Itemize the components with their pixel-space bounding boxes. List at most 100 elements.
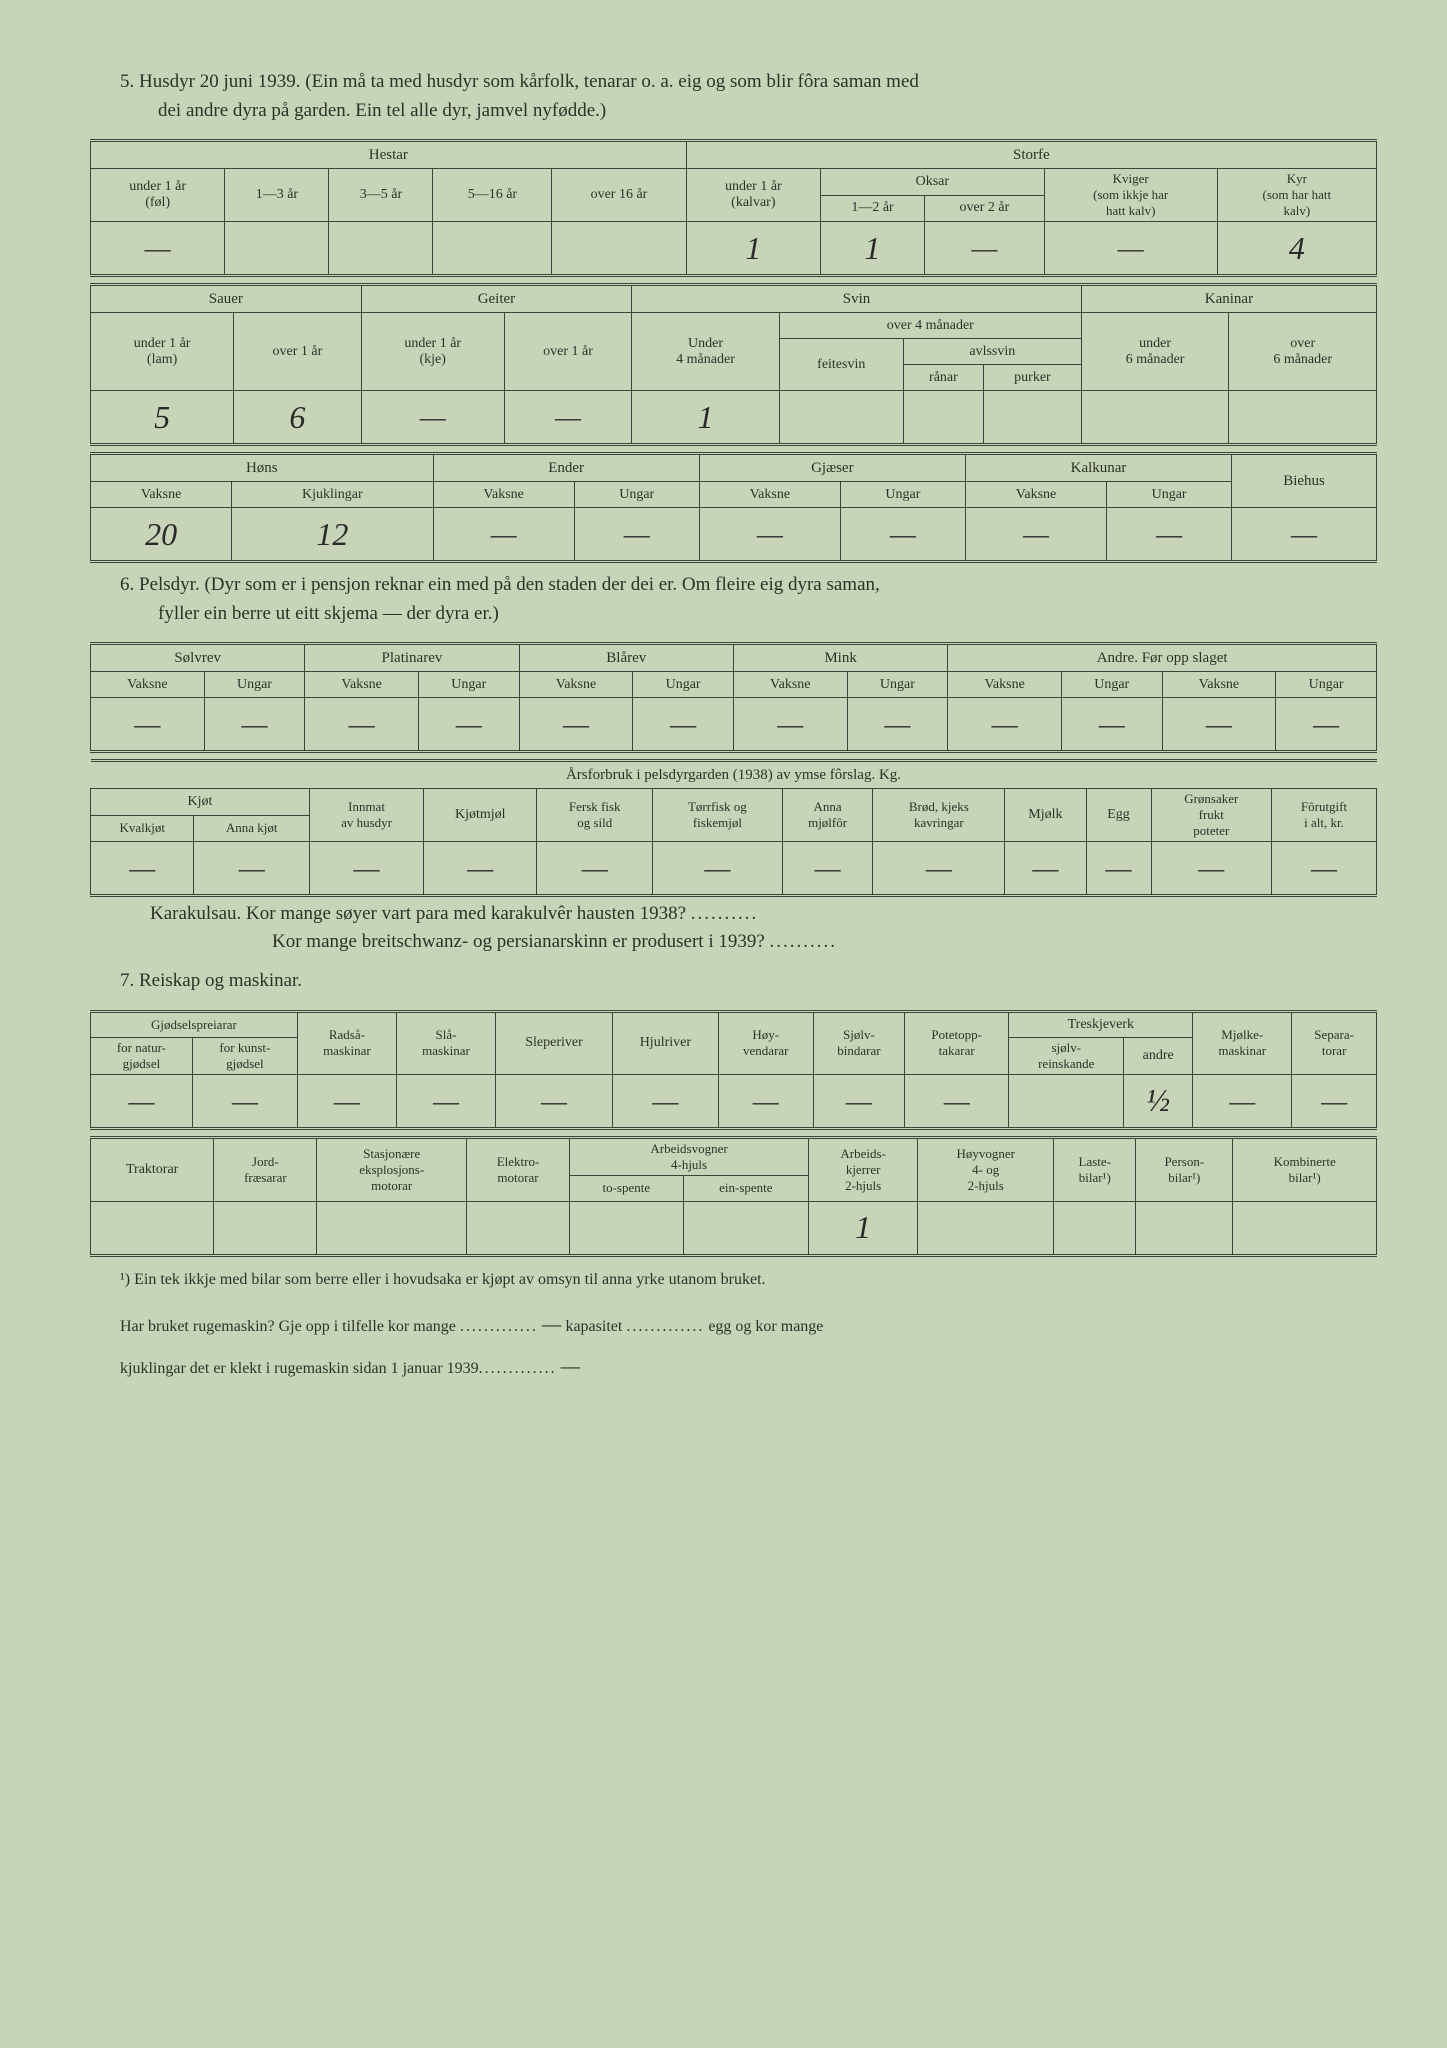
val-t7-4 [570, 1201, 684, 1255]
val-t3-7: — [1107, 508, 1232, 562]
val-t6-12: — [1292, 1074, 1377, 1128]
val-t4-2: — [305, 698, 419, 752]
col-end-u: Ungar [574, 482, 699, 508]
val-t5-6: — [782, 842, 873, 896]
val-t7-2 [317, 1201, 467, 1255]
val-t6-3: — [396, 1074, 495, 1128]
hdr-kjotmjol: Kjøtmjøl [424, 789, 537, 842]
section7-title: 7. Reiskap og maskinar. [120, 970, 302, 991]
c-pl-u: Ungar [418, 672, 519, 698]
val-t4-10: — [1162, 698, 1276, 752]
col-foal: under 1 år (føl) [91, 169, 225, 222]
section6-title-line1: 6. Pelsdyr. (Dyr som er i pensjon reknar… [120, 574, 880, 595]
col-kal-u: Ungar [1107, 482, 1232, 508]
val-t6-10: ½ [1124, 1074, 1193, 1128]
table-machinery-2: Traktorar Jord- fræsarar Stasjonære eksp… [90, 1136, 1377, 1257]
hdr-torr: Tørrfisk og fiskemjøl [653, 789, 783, 842]
col-kyr: Kyr (som har hatt kalv) [1217, 169, 1376, 222]
hdr-potet: Potetopp- takarar [905, 1011, 1009, 1074]
hdr-kvalkjot: Kvalkjøt [91, 815, 194, 842]
val-t6-6: — [718, 1074, 813, 1128]
col-kje: under 1 år (kje) [361, 313, 504, 391]
hdr-sjolv: Sjølv- bindarar [813, 1011, 904, 1074]
val-t3-1: 12 [232, 508, 433, 562]
caption-arsforbruk: Årsforbruk i pelsdyrgarden (1938) av yms… [91, 761, 1377, 789]
val-t6-8: — [905, 1074, 1009, 1128]
hdr-ender: Ender [433, 454, 699, 482]
table-feed-consumption: Årsforbruk i pelsdyrgarden (1938) av yms… [90, 759, 1377, 897]
table-horses-cattle: Hestar Storfe under 1 år (føl) 1—3 år 3—… [90, 139, 1377, 277]
col-ranar: rånar [903, 365, 983, 391]
hdr-mjolk: Mjølk [1005, 789, 1086, 842]
col-h35: 3—5 år [329, 169, 433, 222]
val-t1-7: — [925, 222, 1045, 276]
val-t1-6: 1 [821, 222, 925, 276]
hdr-blarev: Blårev [519, 644, 733, 672]
hdr-person: Person- bilar¹) [1136, 1137, 1233, 1201]
hdr-biehus: Biehus [1232, 454, 1377, 508]
col-kviger: Kviger (som ikkje har hatt kalv) [1044, 169, 1217, 222]
section6-title-line2: fyller ein berre ut eitt skjema — der dy… [120, 600, 1377, 629]
hdr-forut: Fôrutgift i alt, kr. [1272, 789, 1377, 842]
val-t4-5: — [633, 698, 734, 752]
val-t2-2: — [361, 391, 504, 445]
c-sv-u: Ungar [204, 672, 305, 698]
val-t7-3 [466, 1201, 569, 1255]
val-t4-3: — [418, 698, 519, 752]
hdr-kunst: for kunst- gjødsel [192, 1037, 297, 1074]
hdr-stasj: Stasjonære eksplosjons- motorar [317, 1137, 467, 1201]
hdr-solvrev: Sølvrev [91, 644, 305, 672]
hdr-komb: Kombinerte bilar¹) [1233, 1137, 1377, 1201]
section5-title-line2: dei andre dyra på garden. Ein tel alle d… [120, 97, 1377, 126]
table-poultry: Høns Ender Gjæser Kalkunar Biehus Vaksne… [90, 452, 1377, 563]
hdr-gjaser: Gjæser [699, 454, 965, 482]
table-furanimals: Sølvrev Platinarev Blårev Mink Andre. Fø… [90, 642, 1377, 753]
hdr-andre: andre [1124, 1037, 1193, 1074]
val-t4-1: — [204, 698, 305, 752]
val-t4-11: — [1276, 698, 1377, 752]
hdr-hons: Høns [91, 454, 434, 482]
val-t5-1: — [194, 842, 310, 896]
val-t5-0: — [91, 842, 194, 896]
section6-heading: 6. Pelsdyr. (Dyr som er i pensjon reknar… [90, 571, 1377, 628]
hdr-egg: Egg [1086, 789, 1151, 842]
val-t1-3 [433, 222, 552, 276]
val-t1-5: 1 [686, 222, 820, 276]
hdr-elektro: Elektro- motorar [466, 1137, 569, 1201]
val-t5-3: — [424, 842, 537, 896]
col-h516: 5—16 år [433, 169, 552, 222]
val-t2-8 [1081, 391, 1229, 445]
hdr-andre: Andre. Før opp slaget [948, 644, 1377, 672]
val-t4-4: — [519, 698, 633, 752]
hdr-sla: Slå- maskinar [396, 1011, 495, 1074]
val-t6-9 [1009, 1074, 1124, 1128]
val-t7-7 [918, 1201, 1054, 1255]
hdr-arbkj: Arbeids- kjerrer 2-hjuls [809, 1137, 918, 1201]
col-hons-v: Vaksne [91, 482, 232, 508]
hdr-brod: Brød, kjeks kavringar [873, 789, 1005, 842]
section5-title-line1: 5. Husdyr 20 juni 1939. (Ein må ta med h… [120, 71, 919, 92]
val-t1-2 [329, 222, 433, 276]
col-gja-v: Vaksne [699, 482, 840, 508]
col-svin-o4: over 4 månader [779, 313, 1081, 339]
val-t3-4: — [699, 508, 840, 562]
hdr-kjot: Kjøt [91, 789, 310, 816]
col-kalvar: under 1 år (kalvar) [686, 169, 820, 222]
val-t4-6: — [733, 698, 847, 752]
val-t7-8 [1054, 1201, 1136, 1255]
hdr-einsp: ein-spente [683, 1175, 809, 1201]
val-t7-9 [1136, 1201, 1233, 1255]
hdr-tosp: to-spente [570, 1175, 684, 1201]
col-gja-u: Ungar [840, 482, 965, 508]
val-t1-9: 4 [1217, 222, 1376, 276]
col-sau-o1: over 1 år [234, 313, 361, 391]
hdr-arbeid: Arbeidsvogner 4-hjuls [570, 1137, 809, 1175]
table-machinery-1: Gjødselspreiarar Radså- maskinar Slå- ma… [90, 1010, 1377, 1130]
val-t2-6 [903, 391, 983, 445]
hdr-storfe: Storfe [686, 141, 1376, 169]
val-t7-5 [683, 1201, 809, 1255]
c-a1-v: Vaksne [948, 672, 1062, 698]
val-t6-4: — [496, 1074, 613, 1128]
hdr-annamjol: Anna mjølfôr [782, 789, 873, 842]
val-t1-1 [225, 222, 329, 276]
